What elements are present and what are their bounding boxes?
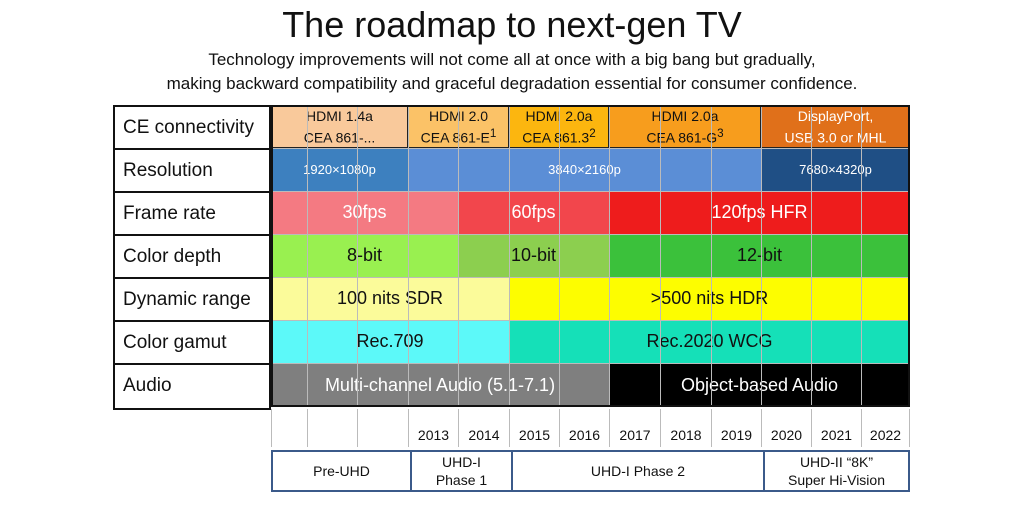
year-blank [357, 409, 408, 447]
subtitle-line-2: making backward compatibility and gracef… [166, 74, 858, 93]
row-divider [271, 234, 910, 235]
row-divider [271, 191, 910, 192]
row-label-audio: Audio [123, 375, 172, 396]
year-blank [307, 409, 357, 447]
year-label: 2014 [458, 409, 509, 447]
color-depth-segment-8bit: 8-bit [271, 234, 458, 277]
ce-segment-line2: CEA 861-G3 [646, 126, 724, 146]
phase-line2: Phase 1 [435, 472, 488, 488]
phase-line1: UHD-I Phase 2 [590, 463, 686, 479]
frame-rate-segment-120fps: 120fps HFR [609, 191, 910, 234]
row-label-ce-connectivity: CE connectivity [115, 107, 269, 150]
ce-segment-line2: CEA 861-... [303, 129, 376, 146]
ce-segment-line2: CEA 861.32 [522, 126, 596, 146]
ce-segment-line2: USB 3.0 or MHL [784, 129, 887, 146]
year-gridline [357, 105, 358, 407]
row-divider [271, 148, 910, 149]
dynamic-range-segment-hdr: >500 nits HDR [509, 277, 910, 320]
year-gridline [761, 105, 762, 407]
year-label: 2022 [861, 409, 910, 447]
phase-line1: UHD-I [442, 454, 481, 470]
row-label-dynamic-range: Dynamic range [115, 279, 269, 322]
year-gridline [307, 105, 308, 407]
year-gridline [458, 105, 459, 407]
audio-segment-multichannel: Multi-channel Audio (5.1-7.1) [271, 363, 609, 407]
ce-segment-line1: DisplayPort, [797, 107, 874, 124]
audio-segment-object-based: Object-based Audio [609, 363, 910, 407]
year-gridline [861, 105, 862, 407]
phase-bar: Pre-UHD UHD-I Phase 1 UHD-I Phase 2 UHD-… [271, 450, 910, 492]
ce-segment-line1: HDMI 1.4a [306, 107, 373, 124]
year-label: 2019 [711, 409, 761, 447]
year-label: 2016 [559, 409, 609, 447]
row-labels: CE connectivity Resolution Frame rate Co… [113, 105, 271, 410]
resolution-segment-4320p: 7680×4320p [761, 148, 910, 191]
color-gamut-segment-rec709: Rec.709 [271, 320, 509, 363]
row-divider [271, 363, 910, 364]
year-label: 2015 [509, 409, 559, 447]
color-depth-segment-12bit: 12-bit [609, 234, 910, 277]
phase-uhd-1-phase-1: UHD-I Phase 1 [410, 452, 511, 490]
resolution-segment-1080p: 1920×1080p [271, 148, 408, 191]
phase-uhd-1-phase-2: UHD-I Phase 2 [511, 452, 763, 490]
subtitle-line-1: Technology improvements will not come al… [208, 50, 816, 69]
phase-uhd-2-8k: UHD-II “8K” Super Hi-Vision [763, 452, 908, 490]
ce-segment-displayport: DisplayPort, USB 3.0 or MHL [761, 105, 910, 148]
year-label: 2013 [408, 409, 458, 447]
ce-segment-line1: HDMI 2.0a [651, 107, 719, 124]
year-gridline [711, 105, 712, 407]
year-gridline [509, 105, 510, 407]
color-depth-segment-10bit: 10-bit [458, 234, 609, 277]
row-divider [271, 277, 910, 278]
frame-rate-segment-30fps: 30fps [271, 191, 458, 234]
phase-pre-uhd: Pre-UHD [273, 452, 410, 490]
resolution-segment-2160p: 3840×2160p [408, 148, 761, 191]
year-gridline [609, 105, 610, 407]
dynamic-range-segment-sdr: 100 nits SDR [271, 277, 509, 320]
row-label-color-depth: Color depth [115, 236, 269, 279]
year-gridline [660, 105, 661, 407]
color-gamut-segment-rec2020: Rec.2020 WCG [509, 320, 910, 363]
row-label-resolution: Resolution [115, 150, 269, 193]
row-divider [271, 320, 910, 321]
year-label: 2021 [811, 409, 861, 447]
ce-segment-line1: HDMI 2.0a [525, 107, 593, 124]
year-gridline [559, 105, 560, 407]
phase-line2: Super Hi-Vision [787, 472, 885, 488]
row-label-color-gamut: Color gamut [115, 322, 269, 365]
ce-segment-hdmi-2-0a-861-g: HDMI 2.0a CEA 861-G3 [609, 105, 761, 148]
year-label: 2020 [761, 409, 811, 447]
phase-line1: Pre-UHD [313, 463, 370, 479]
page-title: The roadmap to next-gen TV [282, 4, 742, 45]
phase-line1: UHD-II “8K” [799, 454, 874, 470]
frame-rate-segment-60fps: 60fps [458, 191, 609, 234]
ce-segment-line2: CEA 861-E1 [420, 126, 497, 146]
year-label: 2018 [660, 409, 711, 447]
roadmap-grid: HDMI 1.4a CEA 861-... HDMI 2.0 CEA 861-E… [271, 105, 910, 407]
year-gridline [811, 105, 812, 407]
year-label: 2017 [609, 409, 660, 447]
year-axis: 2013 2014 2015 2016 2017 2018 2019 2020 … [271, 409, 910, 447]
ce-segment-hdmi-1-4a: HDMI 1.4a CEA 861-... [271, 105, 408, 148]
row-label-frame-rate: Frame rate [115, 193, 269, 236]
year-gridline [408, 105, 409, 407]
year-blank [271, 409, 307, 447]
